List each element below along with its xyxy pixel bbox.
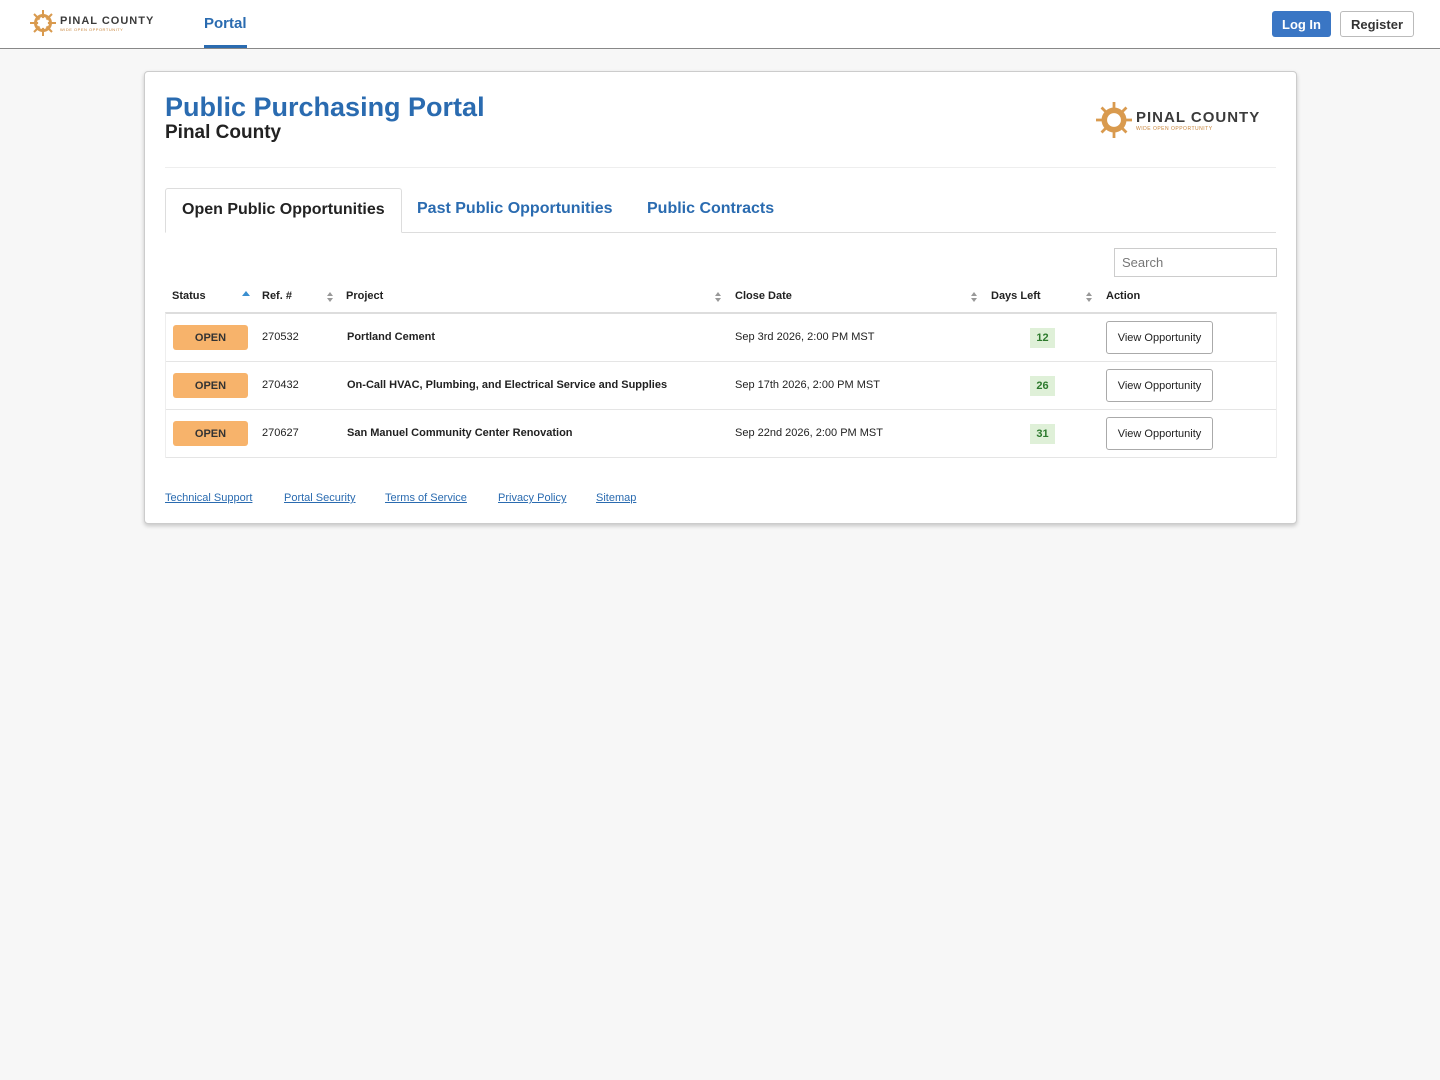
logo-name: PINAL COUNTY xyxy=(1136,108,1261,126)
close-date: Sep 17th 2026, 2:00 PM MST xyxy=(735,379,880,391)
tab[interactable]: Public Contracts xyxy=(647,200,775,217)
page-title: Public Purchasing Portal xyxy=(165,92,485,122)
table-row: OPEN 270432 On-Call HVAC, Plumbing, and El… xyxy=(166,362,1276,410)
column-header[interactable]: Ref. # xyxy=(262,290,292,302)
status-badge: OPEN xyxy=(173,373,248,398)
page-subtitle: Pinal County xyxy=(165,122,282,143)
search-input[interactable]: Search xyxy=(1114,248,1277,277)
project-name: Portland Cement xyxy=(347,331,436,343)
column-header[interactable]: Project xyxy=(346,290,384,302)
divider xyxy=(165,167,1276,168)
column-header[interactable]: Close Date xyxy=(735,290,792,302)
ref-number: 270432 xyxy=(262,379,299,391)
footer-link[interactable]: Privacy Policy xyxy=(498,492,567,504)
project-name: On-Call HVAC, Plumbing, and Electrical S… xyxy=(347,379,668,391)
status-badge: OPEN xyxy=(173,325,248,350)
card-logo: PINAL COUNTY WIDE OPEN OPPORTUNITY xyxy=(1096,102,1260,138)
table-row: OPEN 270627 San Manuel Community Center Re… xyxy=(166,410,1276,458)
sort-icon[interactable] xyxy=(714,290,722,304)
sort-icon[interactable] xyxy=(326,290,334,304)
close-date: Sep 3rd 2026, 2:00 PM MST xyxy=(735,331,875,343)
logo-sun xyxy=(30,10,56,36)
logo-tagline: WIDE OPEN OPPORTUNITY xyxy=(60,26,124,32)
logo-tagline: WIDE OPEN OPPORTUNITY xyxy=(1136,125,1213,132)
tab[interactable]: Open Public Opportunities xyxy=(165,188,402,233)
register-button[interactable]: Register xyxy=(1340,11,1414,37)
status-badge: OPEN xyxy=(173,421,248,446)
top-bar: PINAL COUNTY WIDE OPEN OPPORTUNITY Portal… xyxy=(0,0,1440,49)
tab[interactable]: Past Public Opportunities xyxy=(417,200,613,217)
days-left: 12 xyxy=(1030,328,1055,348)
footer-link[interactable]: Technical Support xyxy=(165,492,253,504)
table: OPEN 270532 Portland Cement Sep 3rd 2026, 2… xyxy=(165,312,1277,458)
ref-number: 270627 xyxy=(262,427,299,439)
project-name: San Manuel Community Center Renovation xyxy=(347,427,573,439)
view-button[interactable]: View Opportunity xyxy=(1106,321,1213,354)
sort-icon[interactable] xyxy=(242,290,250,304)
tabs: Open Public Opportunities Past Public Op… xyxy=(165,188,1276,233)
sort-icon[interactable] xyxy=(970,290,978,304)
close-date: Sep 22nd 2026, 2:00 PM MST xyxy=(735,427,883,439)
footer-link[interactable]: Portal Security xyxy=(284,492,356,504)
view-button[interactable]: View Opportunity xyxy=(1106,369,1213,402)
column-header[interactable]: Action xyxy=(1106,290,1141,302)
days-left: 26 xyxy=(1030,376,1055,396)
card: Public Purchasing Portal Pinal County PI… xyxy=(144,71,1297,524)
column-header[interactable]: Status xyxy=(172,290,206,302)
footer-link[interactable]: Terms of Service xyxy=(385,492,467,504)
sort-icon[interactable] xyxy=(1085,290,1093,304)
view-button[interactable]: View Opportunity xyxy=(1106,417,1213,450)
nav-link[interactable]: Portal xyxy=(204,0,247,48)
ref-number: 270532 xyxy=(262,331,299,343)
footer-link[interactable]: Sitemap xyxy=(596,492,637,504)
column-header[interactable]: Days Left xyxy=(991,290,1041,302)
logo-sun xyxy=(1096,102,1132,138)
logo-name: PINAL COUNTY xyxy=(60,14,155,27)
logo[interactable]: PINAL COUNTY WIDE OPEN OPPORTUNITY xyxy=(30,10,154,36)
days-left: 31 xyxy=(1030,424,1055,444)
table-row: OPEN 270532 Portland Cement Sep 3rd 2026, 2… xyxy=(166,314,1276,362)
login-button[interactable]: Log In xyxy=(1272,11,1331,37)
